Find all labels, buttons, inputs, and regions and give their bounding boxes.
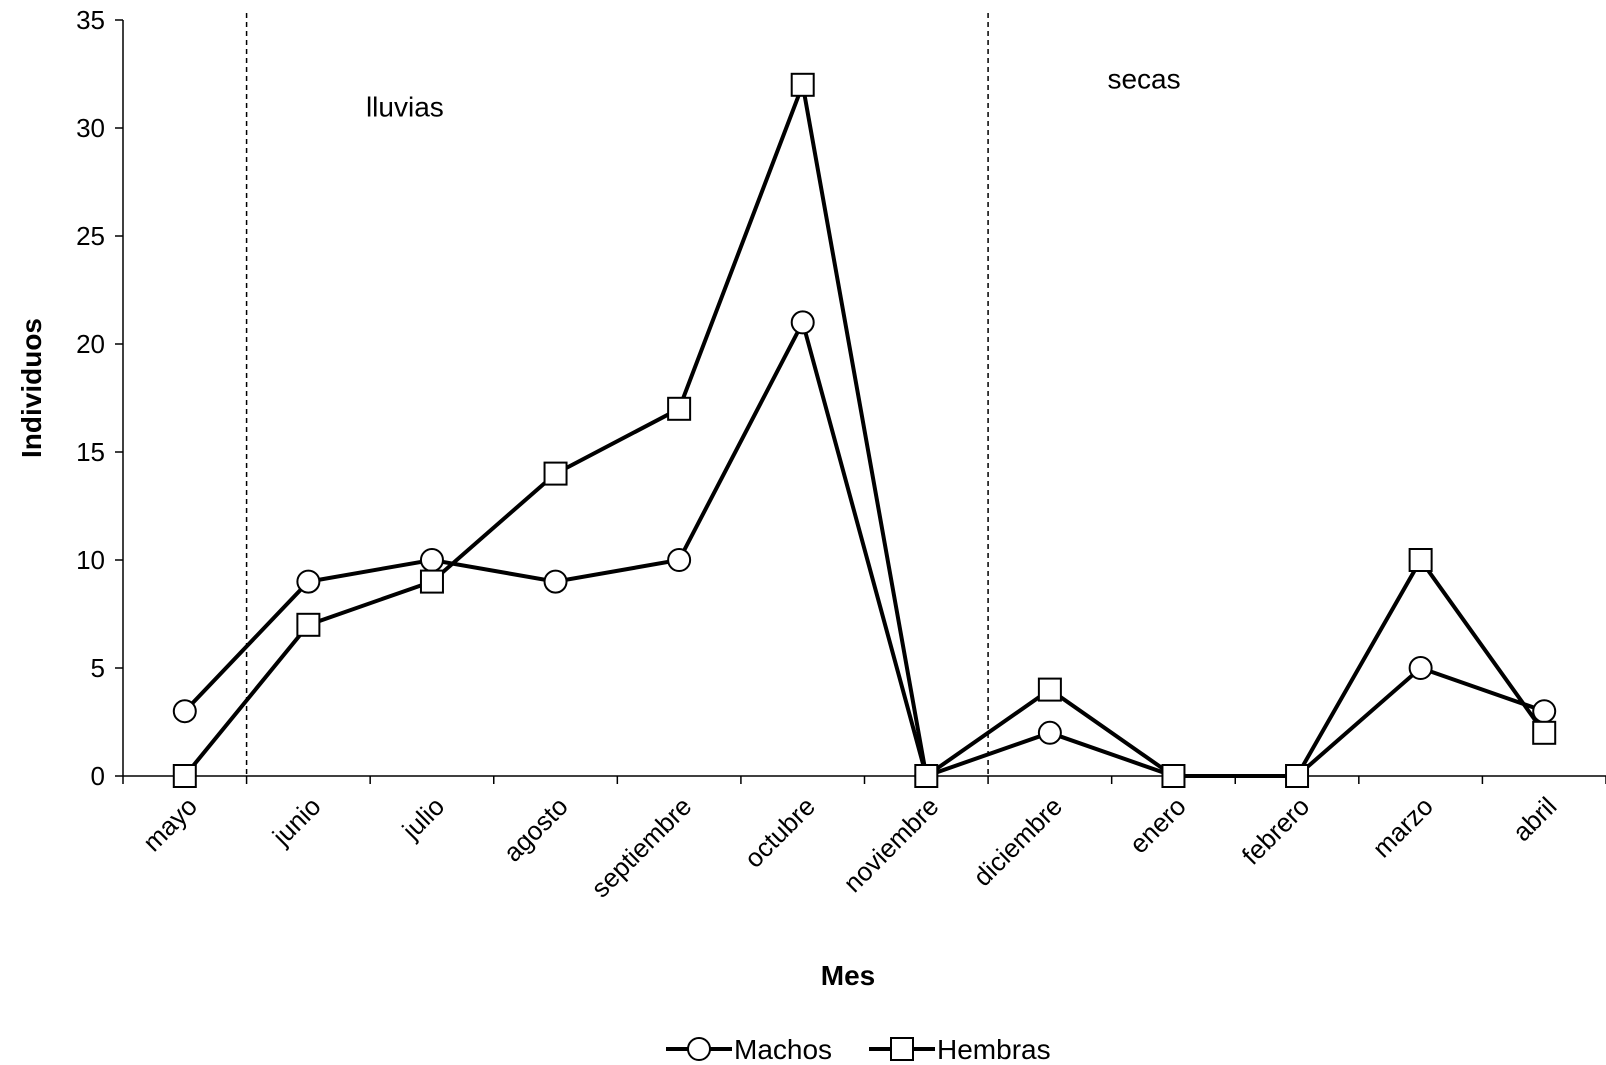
x-tick-label: diciembre <box>967 791 1068 892</box>
x-tick-label: mayo <box>137 791 203 857</box>
data-point-square <box>543 461 568 486</box>
y-tick-label: 5 <box>91 653 105 683</box>
y-tick-label: 0 <box>91 761 105 791</box>
legend-label: Machos <box>734 1034 832 1065</box>
y-tick-label: 10 <box>76 545 105 575</box>
y-tick-label: 35 <box>76 5 105 35</box>
x-tick-label: febrero <box>1236 791 1315 870</box>
legend-entry-hembras: Hembras <box>869 1034 1051 1065</box>
series-machos <box>172 310 1557 788</box>
y-axis-title: Individuos <box>16 318 47 458</box>
season-annotation: lluvias <box>366 91 444 122</box>
y-tick-label: 15 <box>76 437 105 467</box>
data-point-square <box>1285 764 1310 788</box>
series-line <box>183 316 1545 779</box>
data-point-circle <box>1037 720 1062 745</box>
x-tick-label: junio <box>266 791 327 852</box>
data-point-square <box>790 72 815 97</box>
season-dividers <box>245 13 989 776</box>
data-point-circle <box>667 548 692 572</box>
data-series <box>172 72 1557 788</box>
data-point-circle <box>543 569 568 594</box>
series-hembras <box>172 72 1557 788</box>
x-tick-label: marzo <box>1367 791 1439 863</box>
data-point-circle <box>172 699 197 724</box>
legend-label: Hembras <box>937 1034 1051 1065</box>
legend-marker-circle <box>687 1037 711 1061</box>
x-axis-title: Mes <box>821 960 875 991</box>
x-tick-label: abril <box>1506 791 1562 847</box>
x-tick-label: septiembre <box>585 791 697 903</box>
data-point-square <box>1532 720 1557 745</box>
data-point-square <box>419 569 444 594</box>
axes <box>122 20 1606 777</box>
x-tick-label: enero <box>1123 791 1191 859</box>
legend-entry-machos: Machos <box>666 1034 832 1065</box>
data-point-circle <box>1408 656 1433 680</box>
data-point-square <box>1408 548 1433 572</box>
data-point-square <box>1161 764 1186 788</box>
data-point-square <box>1037 677 1062 702</box>
season-annotation: secas <box>1107 63 1180 94</box>
y-tick-label: 25 <box>76 221 105 251</box>
data-point-circle <box>296 569 321 594</box>
x-tick-label: julio <box>396 791 451 846</box>
data-point-square <box>172 764 197 788</box>
season-annotations: lluvias secas <box>366 63 1181 122</box>
x-tick-label: octubre <box>738 791 821 874</box>
data-point-square <box>914 764 939 788</box>
data-point-square <box>296 612 321 637</box>
series-line <box>183 77 1546 780</box>
y-axis-ticks: 0 5 10 15 20 25 30 35 <box>76 5 123 791</box>
legend-marker-square <box>890 1037 914 1061</box>
data-point-square <box>667 396 692 421</box>
x-tick-label: noviembre <box>837 791 944 898</box>
y-tick-label: 20 <box>76 329 105 359</box>
y-tick-label: 30 <box>76 113 105 143</box>
x-axis-ticks: mayo junio julio agosto septiembre octubre nov… <box>122 776 1606 903</box>
x-tick-label: agosto <box>497 791 573 867</box>
legend: Machos Hembras <box>666 1034 1051 1065</box>
data-point-circle <box>419 548 444 572</box>
data-point-circle <box>790 310 815 335</box>
